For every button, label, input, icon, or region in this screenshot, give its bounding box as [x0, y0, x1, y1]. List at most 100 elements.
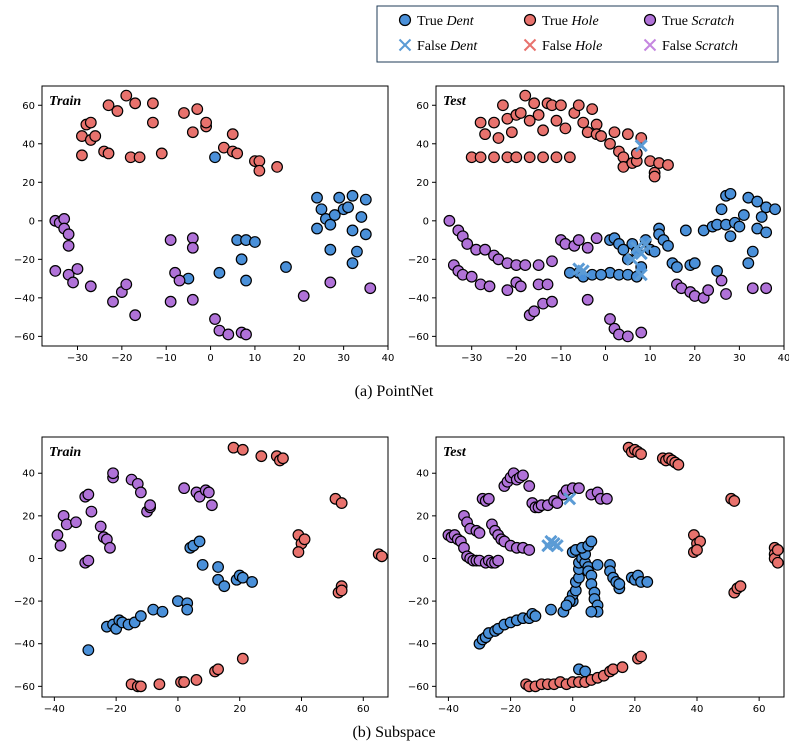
true-hole-point [635, 448, 647, 460]
true-scratch-point [479, 243, 491, 256]
true-scratch-point [71, 263, 84, 275]
true-dent-point [724, 187, 737, 200]
true-scratch-point [49, 264, 62, 277]
true-scratch-point [240, 328, 252, 341]
y-tick-label: 0 [29, 216, 35, 227]
true-hole-point [335, 584, 348, 597]
true-hole-point [519, 89, 532, 102]
true-hole-point [84, 116, 97, 129]
y-tick-label: −60 [14, 682, 35, 693]
true-dent-point [733, 220, 746, 233]
true-scratch-point [84, 280, 97, 293]
false-dent-point [576, 264, 590, 278]
false-dent-point [563, 492, 577, 506]
true-dent-point [688, 257, 701, 270]
true-hole-point [200, 116, 213, 129]
y-tick-label: 0 [29, 554, 35, 565]
true-scratch-point [186, 232, 199, 245]
true-scratch-point [546, 255, 558, 268]
true-scratch-point [573, 482, 585, 495]
true-dent-point [346, 189, 359, 202]
false-dent-point [550, 539, 564, 553]
legend-label: True Scratch [662, 14, 734, 29]
false-dent-point [634, 139, 648, 153]
true-hole-point [474, 151, 487, 164]
x-tick-label: 30 [733, 353, 746, 364]
true-dent-point [342, 201, 354, 214]
true-scratch-point [107, 295, 119, 308]
true-scratch-point [590, 232, 603, 245]
true-scratch-point [604, 313, 616, 325]
true-scratch-point [443, 214, 456, 227]
true-scratch-point [528, 305, 541, 318]
true-dent-point [311, 191, 323, 204]
true-scratch-point [58, 212, 71, 225]
caption-subspace: (b) Subspace [352, 724, 435, 741]
true-hole-point [672, 458, 685, 471]
y-tick-label: 40 [416, 139, 429, 150]
true-hole-point [102, 99, 115, 112]
legend-item-false-scratch: False Scratch [643, 38, 738, 54]
true-scratch-point [473, 527, 486, 539]
true-scratch-point [519, 259, 532, 272]
legend-label: True Hole [542, 14, 599, 29]
true-hole-point [771, 544, 784, 556]
panel-title: Train [49, 94, 81, 109]
true-dent-point [156, 605, 169, 618]
y-tick-label: −20 [408, 597, 429, 608]
true-hole-point [236, 652, 249, 665]
true-dent-point [679, 224, 692, 237]
true-hole-point [190, 674, 203, 686]
y-tick-label: −20 [14, 255, 35, 266]
true-scratch-point [186, 293, 199, 306]
y-tick-label: 0 [423, 216, 429, 227]
true-hole-point [510, 151, 523, 164]
legend-box [376, 5, 779, 63]
true-dent-point [311, 222, 323, 235]
true-scratch-point [134, 486, 147, 499]
true-hole-point [474, 116, 487, 129]
true-hole-point [120, 89, 133, 102]
true-scratch-point [465, 270, 478, 283]
legend-item-false-hole: False Hole [523, 38, 602, 54]
x-tick-label: −10 [550, 353, 571, 364]
true-scratch-point [209, 313, 221, 325]
x-tick-label: 0 [602, 353, 608, 364]
true-scratch-point [501, 284, 514, 297]
true-scratch-point [62, 228, 75, 241]
true-scratch-point [67, 276, 79, 289]
y-tick-label: 40 [22, 139, 35, 150]
true-scratch-point [144, 499, 157, 512]
legend-marker [523, 13, 537, 27]
true-dent-point [351, 245, 363, 258]
x-tick-label: −40 [44, 704, 65, 715]
true-dent-point [635, 261, 648, 273]
true-hole-point [191, 103, 204, 116]
panel-pointnet-test: −30 −20 −10 0 10 20 30 40 −60 −40 −20 0 20 40 60 Test [408, 85, 789, 364]
true-hole-point [616, 661, 629, 674]
true-hole-point [492, 132, 505, 144]
y-tick-label: −40 [408, 293, 429, 304]
true-hole-point [734, 580, 747, 593]
true-hole-point [255, 450, 268, 463]
y-tick-label: −60 [408, 332, 429, 343]
true-scratch-point [222, 328, 235, 341]
true-dent-point [715, 203, 728, 216]
true-dent-point [359, 228, 372, 241]
true-scratch-point [120, 278, 133, 291]
true-hole-point [550, 151, 563, 164]
true-hole-point [298, 533, 311, 546]
true-dent-point [585, 535, 598, 548]
true-hole-point [662, 159, 674, 171]
panel-subspace-train: −40 −20 0 20 40 60 −60 −40 −20 0 20 40 Train [14, 436, 389, 715]
false-dent-point [634, 246, 648, 261]
true-scratch-point [483, 280, 496, 293]
true-scratch-point [364, 282, 377, 295]
true-scratch-point [514, 280, 527, 293]
true-dent-point [648, 245, 661, 258]
true-hole-point [186, 126, 199, 139]
x-tick-label: 60 [753, 704, 766, 715]
true-hole-point [335, 497, 348, 509]
x-tick-label: −30 [461, 353, 482, 364]
x-tick-label: −40 [438, 704, 459, 715]
